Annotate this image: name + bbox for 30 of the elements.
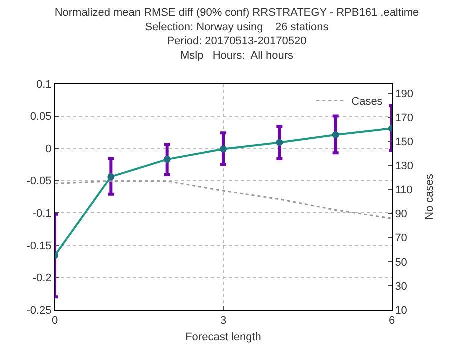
chart-subtitle: Selection: Norway using 26 stations Period: 20170513-20170520 Mslp Hours: All hours (145, 21, 330, 62)
y2-tick-label: 70 (395, 232, 408, 245)
legend-label: Cases (352, 96, 384, 108)
y-tick-label: 0.05 (30, 111, 52, 124)
y-tick-label: -0.05 (26, 176, 52, 188)
y2-tick-label: 110 (395, 184, 413, 197)
x-axis-title: Forecast length (186, 331, 262, 344)
y-tick-label: -0.25 (26, 304, 52, 317)
y-tick-label: -0.1 (32, 208, 52, 220)
point (332, 132, 340, 139)
x-tick-label: 3 (220, 315, 227, 328)
y-tick-label: 0.1 (36, 78, 52, 91)
y2-tick-label: 30 (395, 280, 408, 293)
y2-tick-label: 130 (395, 160, 414, 173)
point (164, 156, 171, 164)
y2-axis-title: No cases (424, 174, 436, 220)
y-tick-label: -0.15 (26, 240, 52, 252)
point (220, 146, 227, 153)
y-tick-label: -0.2 (32, 272, 52, 285)
y2-tick-label: 50 (395, 256, 408, 269)
y2-tick-label: 10 (395, 304, 408, 317)
point (108, 173, 115, 180)
chart-title: Normalized mean RMSE diff (90% conf) RRSTRATEGY - RPB161 ,ealtime (54, 6, 420, 19)
y2-tick-label: 190 (395, 88, 414, 100)
y-tick-label: 0 (46, 143, 52, 156)
y2-tick-label: 90 (395, 208, 408, 221)
y2-tick-label: 150 (395, 136, 414, 149)
point (276, 139, 284, 146)
x-tick-label: 6 (388, 315, 396, 328)
y2-tick-label: 170 (395, 112, 414, 125)
